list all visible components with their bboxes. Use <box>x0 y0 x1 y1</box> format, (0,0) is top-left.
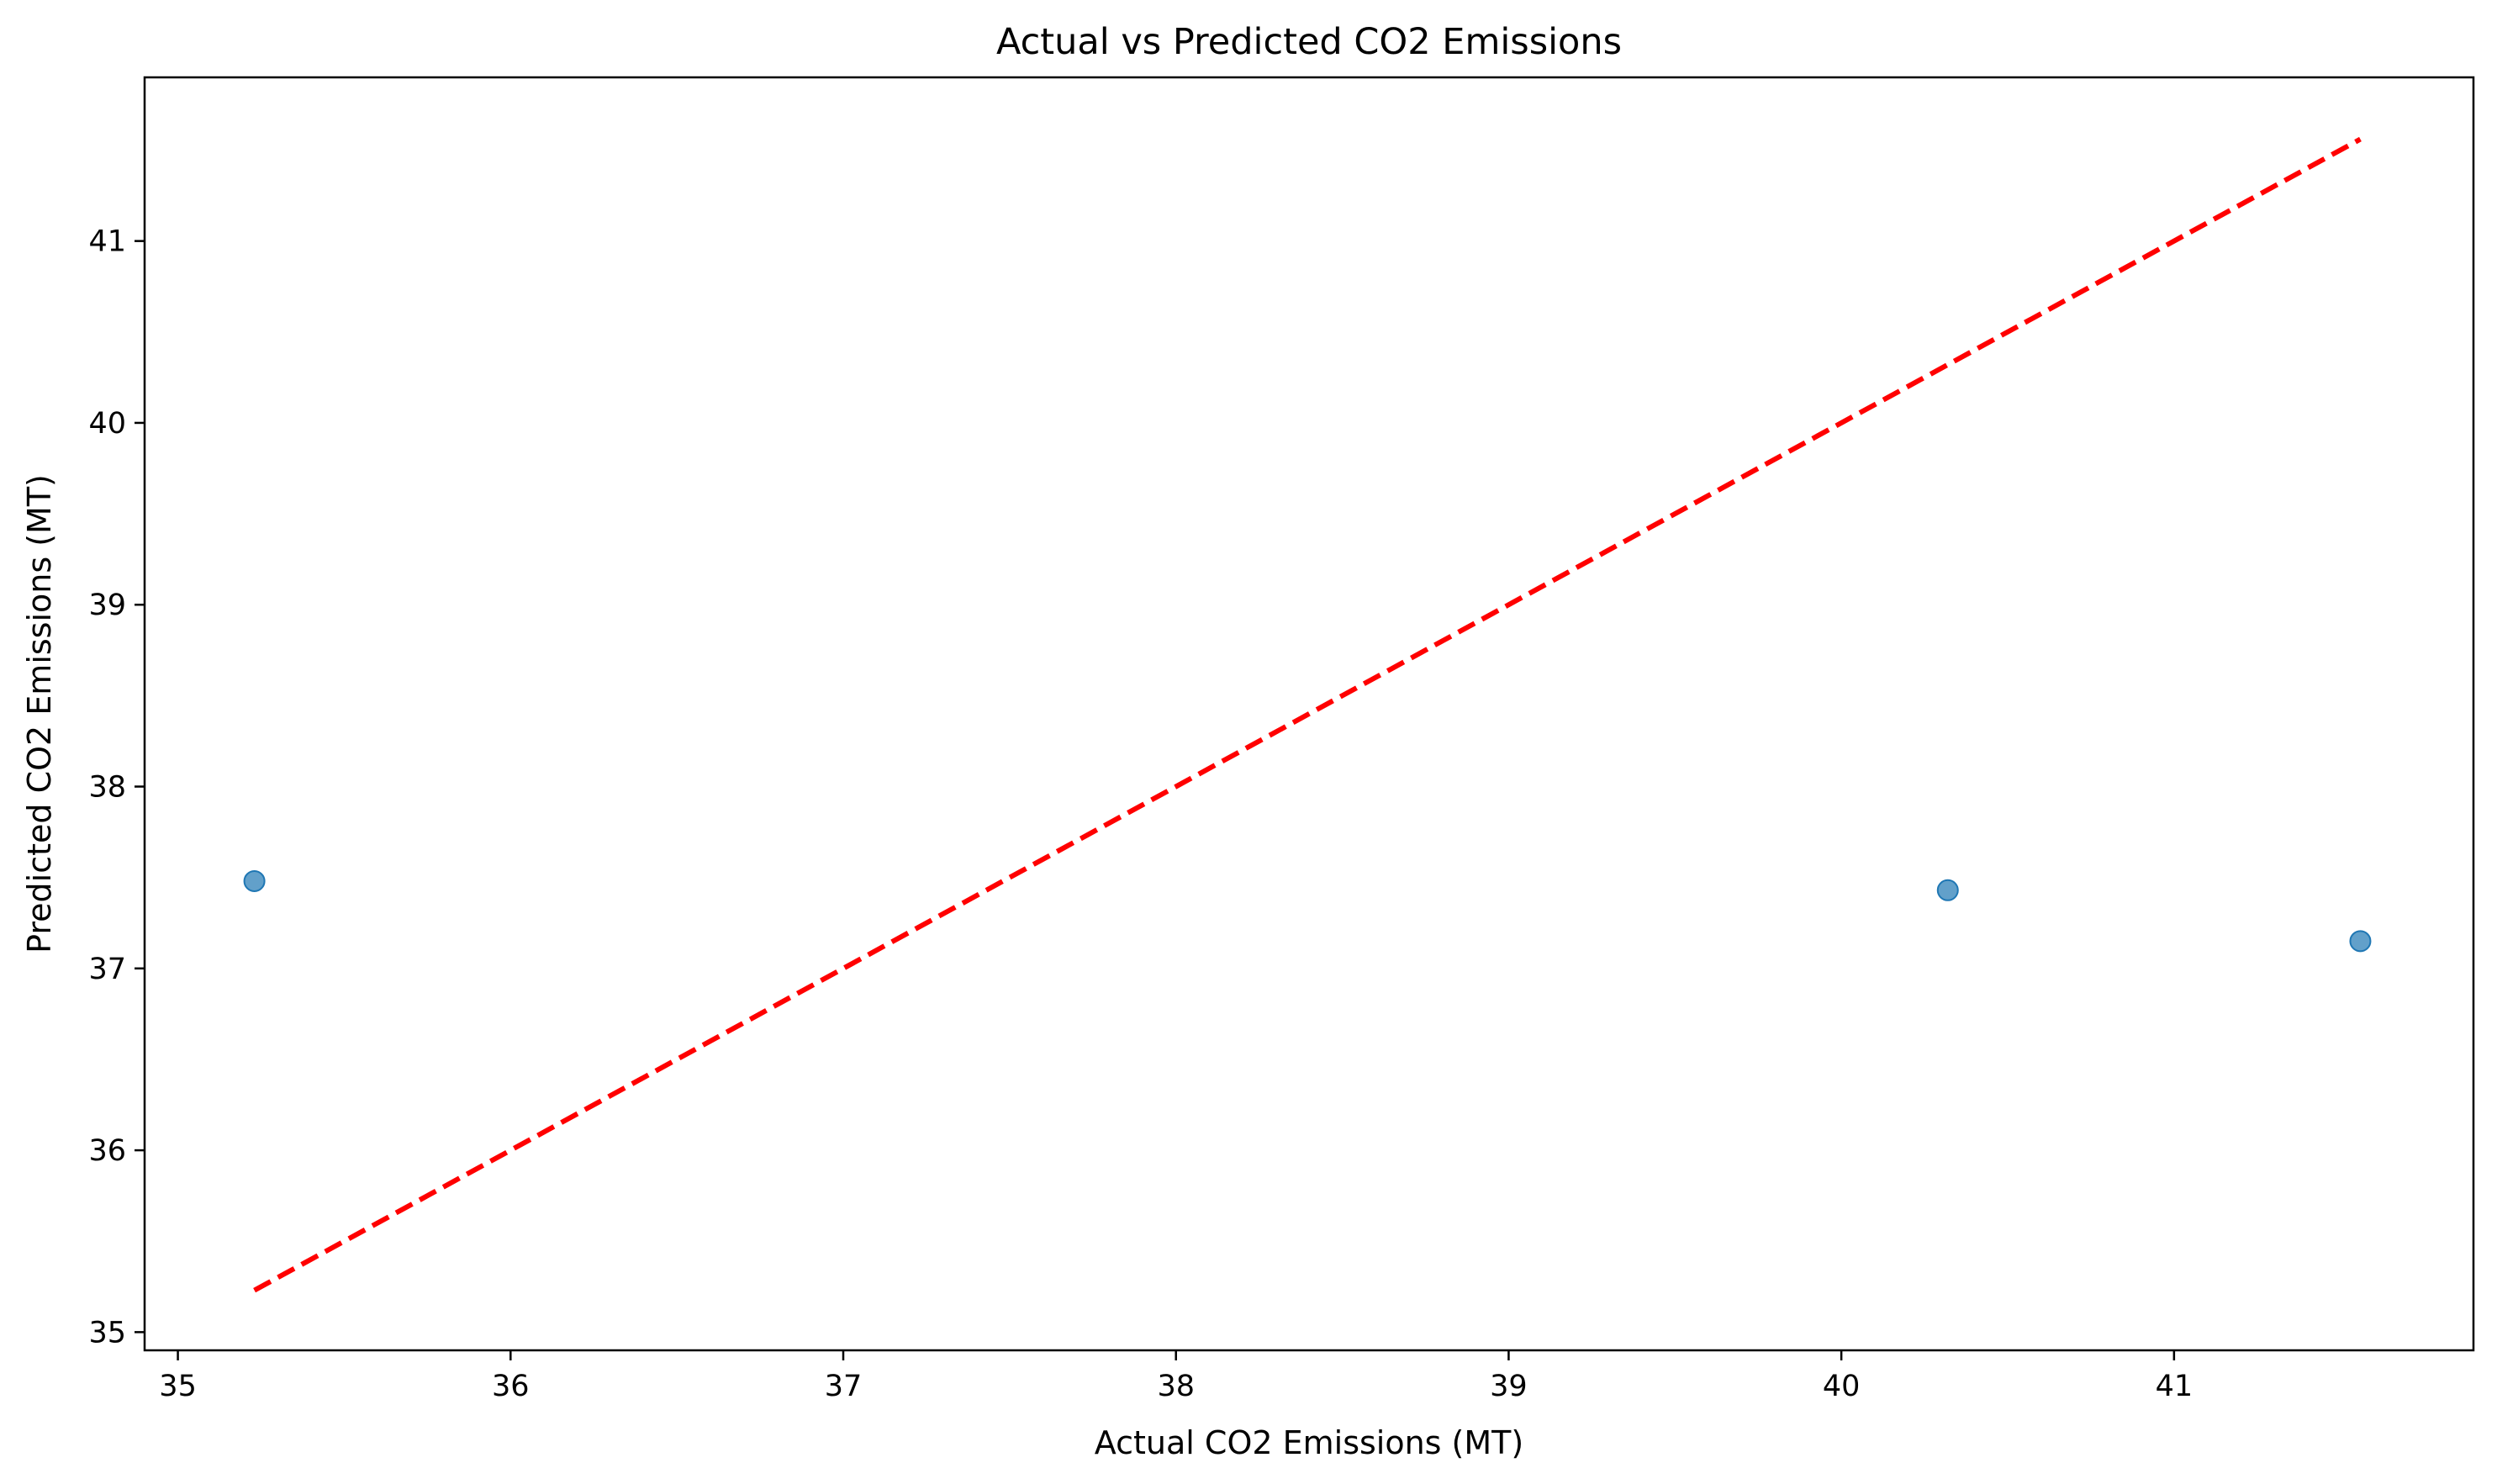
x-axis-label: Actual CO2 Emissions (MT) <box>1095 1424 1523 1461</box>
x-tick-label-2: 37 <box>825 1370 863 1403</box>
x-axis: 35 36 37 38 39 40 41 <box>159 1350 2193 1403</box>
y-axis-label: Predicted CO2 Emissions (MT) <box>21 474 58 953</box>
y-tick-label-3: 38 <box>88 771 126 805</box>
data-point-1 <box>243 869 266 892</box>
ideal-fit-line <box>253 136 2362 1293</box>
y-tick-label-4: 39 <box>88 589 126 622</box>
reference-line-layer <box>253 136 2362 1293</box>
x-tick-label-5: 40 <box>1823 1370 1861 1403</box>
y-tick-label-6: 41 <box>88 225 126 259</box>
plot-frame <box>143 76 2475 1352</box>
points-layer <box>243 869 2372 953</box>
x-tick-label-3: 38 <box>1157 1370 1195 1403</box>
y-axis: 35 36 37 38 39 40 41 <box>88 225 145 1349</box>
x-tick-label-1: 36 <box>492 1370 530 1403</box>
chart-title: Actual vs Predicted CO2 Emissions <box>996 21 1622 63</box>
y-tick-label-5: 40 <box>88 407 126 441</box>
y-tick-label-1: 36 <box>88 1134 126 1168</box>
data-point-3 <box>2349 930 2372 953</box>
y-tick-label-2: 37 <box>88 953 126 986</box>
x-tick-label-0: 35 <box>159 1370 197 1403</box>
x-tick-label-4: 39 <box>1490 1370 1528 1403</box>
data-point-2 <box>1936 879 1959 901</box>
y-tick-label-0: 35 <box>88 1316 126 1349</box>
x-tick-label-6: 41 <box>2156 1370 2193 1403</box>
